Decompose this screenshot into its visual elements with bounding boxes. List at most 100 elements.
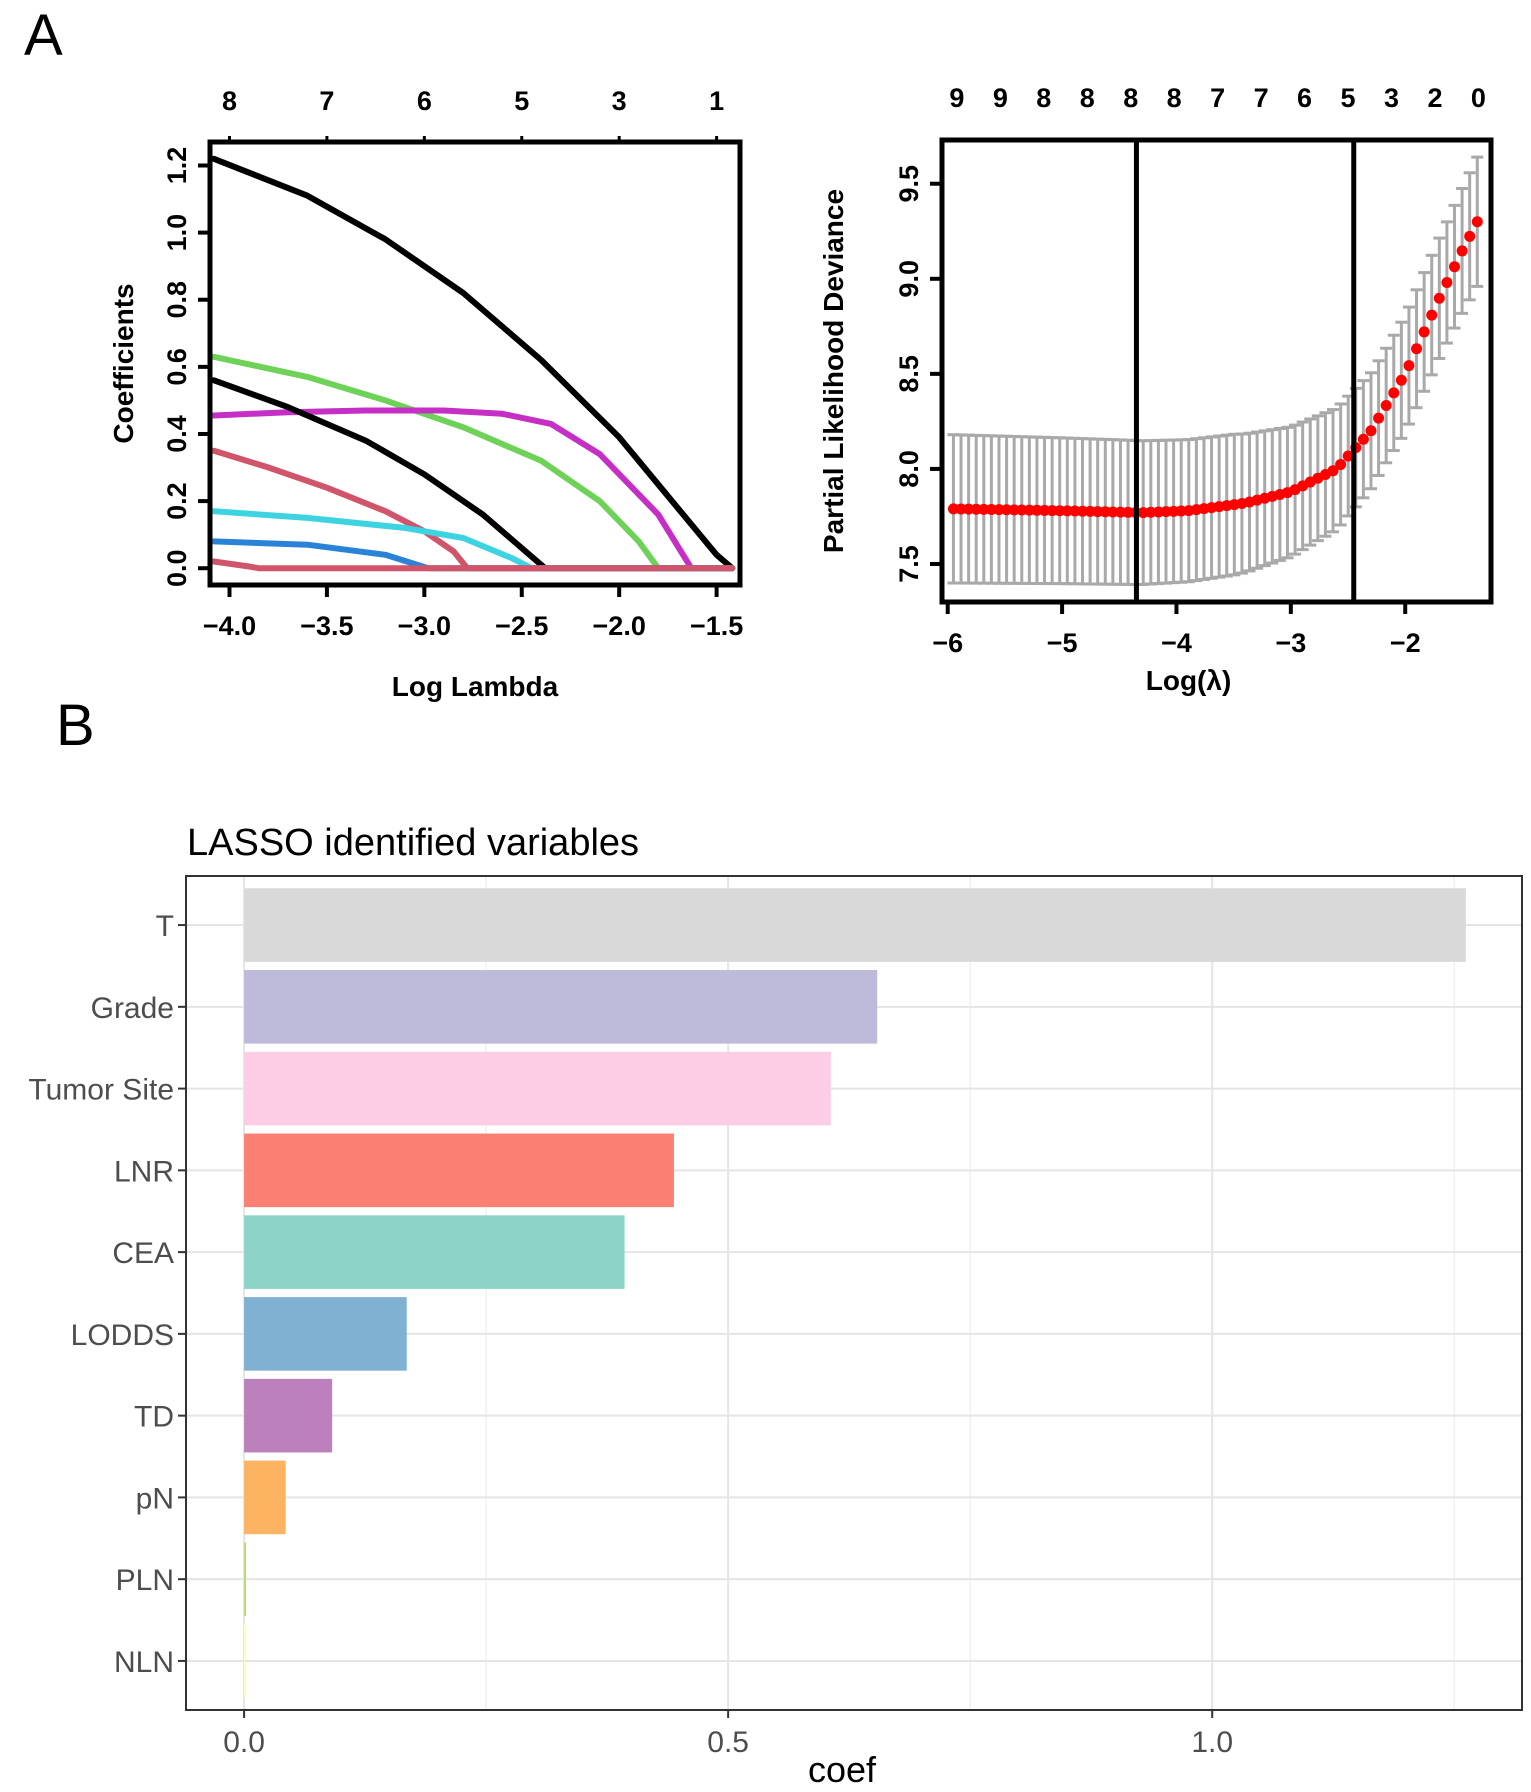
category-label: CEA xyxy=(112,1237,174,1270)
y-axis-title: Coefficients xyxy=(108,283,139,443)
coef-path-line xyxy=(210,407,736,572)
y-tick-label: 9.0 xyxy=(894,260,924,298)
y-tick-label: 0.4 xyxy=(162,415,192,453)
deviance-point xyxy=(1411,343,1423,355)
category-label: Tumor Site xyxy=(28,1074,174,1107)
y-tick-label: 8.0 xyxy=(894,450,924,488)
category-label: PLN xyxy=(116,1564,174,1597)
top-axis-label: 9 xyxy=(993,83,1008,113)
plot-frame xyxy=(939,137,1494,605)
coef-bar xyxy=(244,1215,625,1289)
lasso-bar-chart: T Grade Tumor Site LNR CEA LODDS TD pN PLN NLN 0.0… xyxy=(28,822,1523,1790)
x-tick-label: 1.0 xyxy=(1191,1726,1233,1759)
deviance-point xyxy=(993,504,1005,516)
deviance-point xyxy=(1464,230,1476,242)
top-axis-label: 7 xyxy=(1254,83,1269,113)
deviance-point xyxy=(1448,261,1460,273)
x-tick-label: −3.5 xyxy=(300,611,353,641)
deviance-point xyxy=(1418,326,1430,338)
panel-label-a: A xyxy=(24,3,63,68)
deviance-point xyxy=(963,503,975,515)
x-tick-label: −2.5 xyxy=(495,611,548,641)
coef-bar xyxy=(244,1378,333,1453)
deviance-point xyxy=(1395,374,1407,386)
cv-deviance-plot: −6 −5 −4 −3 −27.58.08.59.09.59 9 8 8 8 8 7 7 6 5 3 2 0Lo… xyxy=(818,83,1494,696)
category-label: pN xyxy=(136,1482,174,1515)
x-tick-label: −2 xyxy=(1390,628,1421,658)
deviance-point xyxy=(1001,504,1013,516)
category-label: T xyxy=(156,910,174,943)
deviance-point xyxy=(1441,276,1453,288)
y-tick-label: 9.5 xyxy=(894,165,924,203)
plot-frame xyxy=(207,139,743,588)
x-tick-label: −5 xyxy=(1047,628,1078,658)
deviance-point xyxy=(1357,433,1369,445)
deviance-point xyxy=(1403,360,1415,372)
top-axis-label: 7 xyxy=(1210,83,1225,113)
deviance-point xyxy=(1335,458,1347,470)
x-tick-label: 0.5 xyxy=(707,1726,749,1759)
deviance-point xyxy=(1342,450,1354,462)
deviance-point xyxy=(1388,387,1400,399)
y-tick-label: 0.2 xyxy=(162,482,192,520)
deviance-point xyxy=(978,503,990,515)
top-axis-label: 6 xyxy=(1297,83,1312,113)
deviance-point xyxy=(1373,412,1385,424)
deviance-point xyxy=(947,503,959,515)
y-tick-label: 0.6 xyxy=(162,348,192,386)
top-axis-label: 8 xyxy=(1080,83,1095,113)
coef-path-line xyxy=(210,353,736,572)
deviance-point xyxy=(1031,504,1043,516)
category-label: TD xyxy=(134,1401,174,1434)
deviance-point xyxy=(1426,309,1438,321)
top-axis-label: 9 xyxy=(949,83,964,113)
deviance-point xyxy=(985,504,997,516)
chart-title: LASSO identified variables xyxy=(187,822,639,864)
top-axis-label: 8 xyxy=(1167,83,1182,113)
top-axis-label: 3 xyxy=(612,86,627,116)
y-axis-title: Partial Likelihood Deviance xyxy=(818,189,849,553)
x-tick-label: −3.0 xyxy=(398,611,451,641)
deviance-point xyxy=(1433,292,1445,304)
top-axis-label: 5 xyxy=(514,86,529,116)
x-tick-label: −1.5 xyxy=(690,611,743,641)
y-tick-label: 1.2 xyxy=(162,147,192,185)
deviance-point xyxy=(970,503,982,515)
x-tick-label: −3 xyxy=(1275,628,1306,658)
deviance-point xyxy=(1039,504,1051,516)
deviance-point xyxy=(1008,504,1020,516)
coef-bar xyxy=(244,1133,674,1208)
plot-frame xyxy=(185,875,1523,1711)
y-tick-label: 1.0 xyxy=(162,214,192,252)
top-axis-label: 7 xyxy=(319,86,334,116)
x-axis-title: Log Lambda xyxy=(392,671,559,702)
y-tick-label: 8.5 xyxy=(894,355,924,393)
deviance-point xyxy=(1023,504,1035,516)
y-tick-label: 0.8 xyxy=(162,281,192,319)
y-tick-label: 7.5 xyxy=(894,545,924,583)
coef-bar xyxy=(244,888,1466,962)
coef-bar xyxy=(244,970,878,1044)
x-tick-label: −6 xyxy=(932,628,963,658)
top-axis-label: 5 xyxy=(1341,83,1356,113)
x-tick-label: −4 xyxy=(1161,628,1192,658)
deviance-point xyxy=(1046,505,1058,517)
coefficient-path-plot: −4.0 −3.5 −3.0 −2.5 −2.0 −1.5 0.0 0.2 0.4 0.6 0.8 1… xyxy=(108,86,743,702)
deviance-point xyxy=(1016,504,1028,516)
top-axis-label: 3 xyxy=(1384,83,1399,113)
coef-bar xyxy=(244,1297,407,1371)
x-tick-label: 0.0 xyxy=(223,1726,265,1759)
coef-bar xyxy=(244,1624,246,1698)
coef-bar xyxy=(244,1460,286,1535)
top-axis-label: 2 xyxy=(1427,83,1442,113)
deviance-point xyxy=(955,503,967,515)
coef-path-line xyxy=(210,558,736,572)
top-axis-label: 0 xyxy=(1471,83,1486,113)
deviance-point xyxy=(1471,216,1483,228)
x-axis-title: coef xyxy=(808,1749,877,1790)
x-tick-label: −2.0 xyxy=(593,611,646,641)
category-label: LODDS xyxy=(71,1319,174,1352)
top-axis-label: 8 xyxy=(222,86,237,116)
top-axis-label: 8 xyxy=(1123,83,1138,113)
